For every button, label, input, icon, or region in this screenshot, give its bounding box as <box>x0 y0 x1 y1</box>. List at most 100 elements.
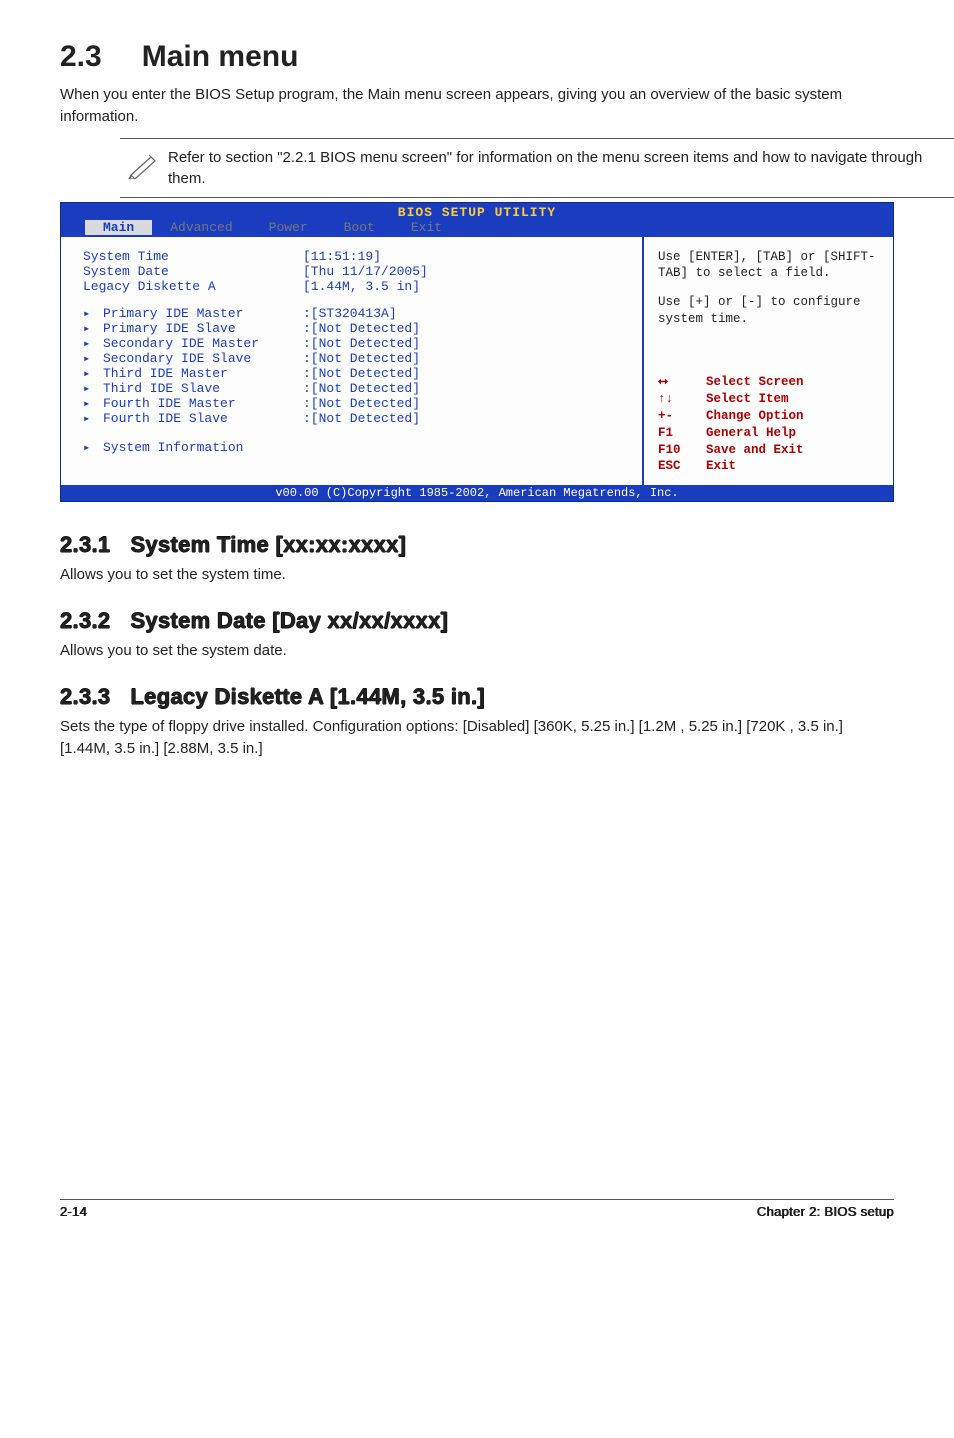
subsection-heading: 2.3.3 Legacy Diskette A [1.44M, 3.5 in.] <box>60 684 894 710</box>
value-secondary-ide-slave: :[Not Detected] <box>303 351 420 366</box>
subsection-heading: 2.3.2 System Date [Day xx/xx/xxxx] <box>60 608 894 634</box>
value-third-ide-master: :[Not Detected] <box>303 366 420 381</box>
key-row: +-Change Option <box>658 408 883 425</box>
subsection-body: Allows you to set the system time. <box>60 564 894 586</box>
bios-help-panel: Use [ENTER], [TAB] or [SHIFT-TAB] to sel… <box>644 237 893 486</box>
key-row: ESCExit <box>658 458 883 475</box>
label-system-time: System Time <box>83 249 303 264</box>
bios-screenshot: BIOS SETUP UTILITY Main Advanced Power B… <box>60 202 894 503</box>
value-third-ide-slave: :[Not Detected] <box>303 381 420 396</box>
row-third-ide-master[interactable]: Third IDE Master :[Not Detected] <box>83 366 632 381</box>
submenu-arrow-icon <box>83 366 103 381</box>
bios-main-panel: System Time [11:51:19] System Date [Thu … <box>61 237 644 486</box>
bios-tab-boot[interactable]: Boot <box>326 220 393 235</box>
note-pencil-icon <box>120 147 168 179</box>
key-legend: ⭤Select Screen ↑↓Select Item +-Change Op… <box>658 374 883 475</box>
bios-tab-bar: Main Advanced Power Boot Exit <box>61 220 893 237</box>
value-system-date: [Thu 11/17/2005] <box>303 264 428 279</box>
submenu-arrow-icon <box>83 351 103 366</box>
label-third-ide-slave: Third IDE Slave <box>103 381 303 396</box>
subsection-body: Allows you to set the system date. <box>60 640 894 662</box>
key-general-help-desc: General Help <box>706 425 796 442</box>
subsection-title: System Date [Day xx/xx/xxxx] <box>130 608 448 633</box>
bios-footer: v00.00 (C)Copyright 1985-2002, American … <box>61 485 893 501</box>
key-row: ↑↓Select Item <box>658 391 883 408</box>
submenu-arrow-icon <box>83 440 103 455</box>
submenu-arrow-icon <box>83 396 103 411</box>
bios-tab-main[interactable]: Main <box>85 220 152 235</box>
key-change-option-key: +- <box>658 408 706 425</box>
value-fourth-ide-slave: :[Not Detected] <box>303 411 420 426</box>
label-secondary-ide-master: Secondary IDE Master <box>103 336 303 351</box>
bios-tab-advanced[interactable]: Advanced <box>152 220 250 235</box>
key-row: F10Save and Exit <box>658 442 883 459</box>
key-select-item-key: ↑↓ <box>658 391 706 408</box>
label-system-information: System Information <box>103 440 243 455</box>
key-save-exit-key: F10 <box>658 442 706 459</box>
help-text-2: Use [+] or [-] to configure system time. <box>658 294 883 328</box>
key-select-screen-key: ⭤ <box>658 374 706 391</box>
subsection-title: Legacy Diskette A [1.44M, 3.5 in.] <box>130 684 485 709</box>
row-system-information[interactable]: System Information <box>83 440 632 455</box>
label-legacy-diskette: Legacy Diskette A <box>83 279 303 294</box>
key-exit-desc: Exit <box>706 458 736 475</box>
note-box: Refer to section "2.2.1 BIOS menu screen… <box>120 138 954 198</box>
value-primary-ide-master: :[ST320413A] <box>303 306 397 321</box>
label-third-ide-master: Third IDE Master <box>103 366 303 381</box>
bios-tab-power[interactable]: Power <box>251 220 326 235</box>
section-heading: 2.3 Main menu <box>60 40 894 74</box>
bios-title: BIOS SETUP UTILITY <box>61 205 893 220</box>
submenu-arrow-icon <box>83 321 103 336</box>
row-system-time[interactable]: System Time [11:51:19] <box>83 249 632 264</box>
page-number: 2-14 <box>60 1204 87 1219</box>
label-system-date: System Date <box>83 264 303 279</box>
submenu-arrow-icon <box>83 306 103 321</box>
bios-tab-exit[interactable]: Exit <box>393 220 460 235</box>
row-system-date[interactable]: System Date [Thu 11/17/2005] <box>83 264 632 279</box>
value-legacy-diskette: [1.44M, 3.5 in] <box>303 279 420 294</box>
note-text: Refer to section "2.2.1 BIOS menu screen… <box>168 147 954 189</box>
value-secondary-ide-master: :[Not Detected] <box>303 336 420 351</box>
key-exit-key: ESC <box>658 458 706 475</box>
help-text-1: Use [ENTER], [TAB] or [SHIFT-TAB] to sel… <box>658 249 883 283</box>
key-save-exit-desc: Save and Exit <box>706 442 804 459</box>
subsection-number: 2.3.3 <box>60 684 110 710</box>
subsection-title: System Time [xx:xx:xxxx] <box>130 532 406 557</box>
label-primary-ide-master: Primary IDE Master <box>103 306 303 321</box>
row-primary-ide-slave[interactable]: Primary IDE Slave :[Not Detected] <box>83 321 632 336</box>
value-system-time: [11:51:19] <box>303 249 381 264</box>
subsection-body: Sets the type of floppy drive installed.… <box>60 716 894 760</box>
device-list: Primary IDE Master :[ST320413A] Primary … <box>83 306 632 426</box>
section-number: 2.3 <box>60 40 102 73</box>
key-change-option-desc: Change Option <box>706 408 804 425</box>
value-fourth-ide-master: :[Not Detected] <box>303 396 420 411</box>
key-select-screen-desc: Select Screen <box>706 374 804 391</box>
page-footer: 2-14 Chapter 2: BIOS setup <box>60 1199 894 1219</box>
submenu-arrow-icon <box>83 381 103 396</box>
value-primary-ide-slave: :[Not Detected] <box>303 321 420 336</box>
row-primary-ide-master[interactable]: Primary IDE Master :[ST320413A] <box>83 306 632 321</box>
row-secondary-ide-slave[interactable]: Secondary IDE Slave :[Not Detected] <box>83 351 632 366</box>
row-legacy-diskette[interactable]: Legacy Diskette A [1.44M, 3.5 in] <box>83 279 632 294</box>
subsection-heading: 2.3.1 System Time [xx:xx:xxxx] <box>60 532 894 558</box>
key-row: ⭤Select Screen <box>658 374 883 391</box>
key-select-item-desc: Select Item <box>706 391 789 408</box>
submenu-arrow-icon <box>83 411 103 426</box>
key-row: F1General Help <box>658 425 883 442</box>
label-secondary-ide-slave: Secondary IDE Slave <box>103 351 303 366</box>
key-general-help-key: F1 <box>658 425 706 442</box>
label-primary-ide-slave: Primary IDE Slave <box>103 321 303 336</box>
label-fourth-ide-master: Fourth IDE Master <box>103 396 303 411</box>
submenu-arrow-icon <box>83 336 103 351</box>
row-fourth-ide-master[interactable]: Fourth IDE Master :[Not Detected] <box>83 396 632 411</box>
section-title-text: Main menu <box>142 40 299 73</box>
row-secondary-ide-master[interactable]: Secondary IDE Master :[Not Detected] <box>83 336 632 351</box>
row-fourth-ide-slave[interactable]: Fourth IDE Slave :[Not Detected] <box>83 411 632 426</box>
subsection-number: 2.3.2 <box>60 608 110 634</box>
bios-header: BIOS SETUP UTILITY Main Advanced Power B… <box>61 203 893 237</box>
section-intro: When you enter the BIOS Setup program, t… <box>60 84 894 128</box>
label-fourth-ide-slave: Fourth IDE Slave <box>103 411 303 426</box>
chapter-label: Chapter 2: BIOS setup <box>757 1204 894 1219</box>
subsection-number: 2.3.1 <box>60 532 110 558</box>
row-third-ide-slave[interactable]: Third IDE Slave :[Not Detected] <box>83 381 632 396</box>
